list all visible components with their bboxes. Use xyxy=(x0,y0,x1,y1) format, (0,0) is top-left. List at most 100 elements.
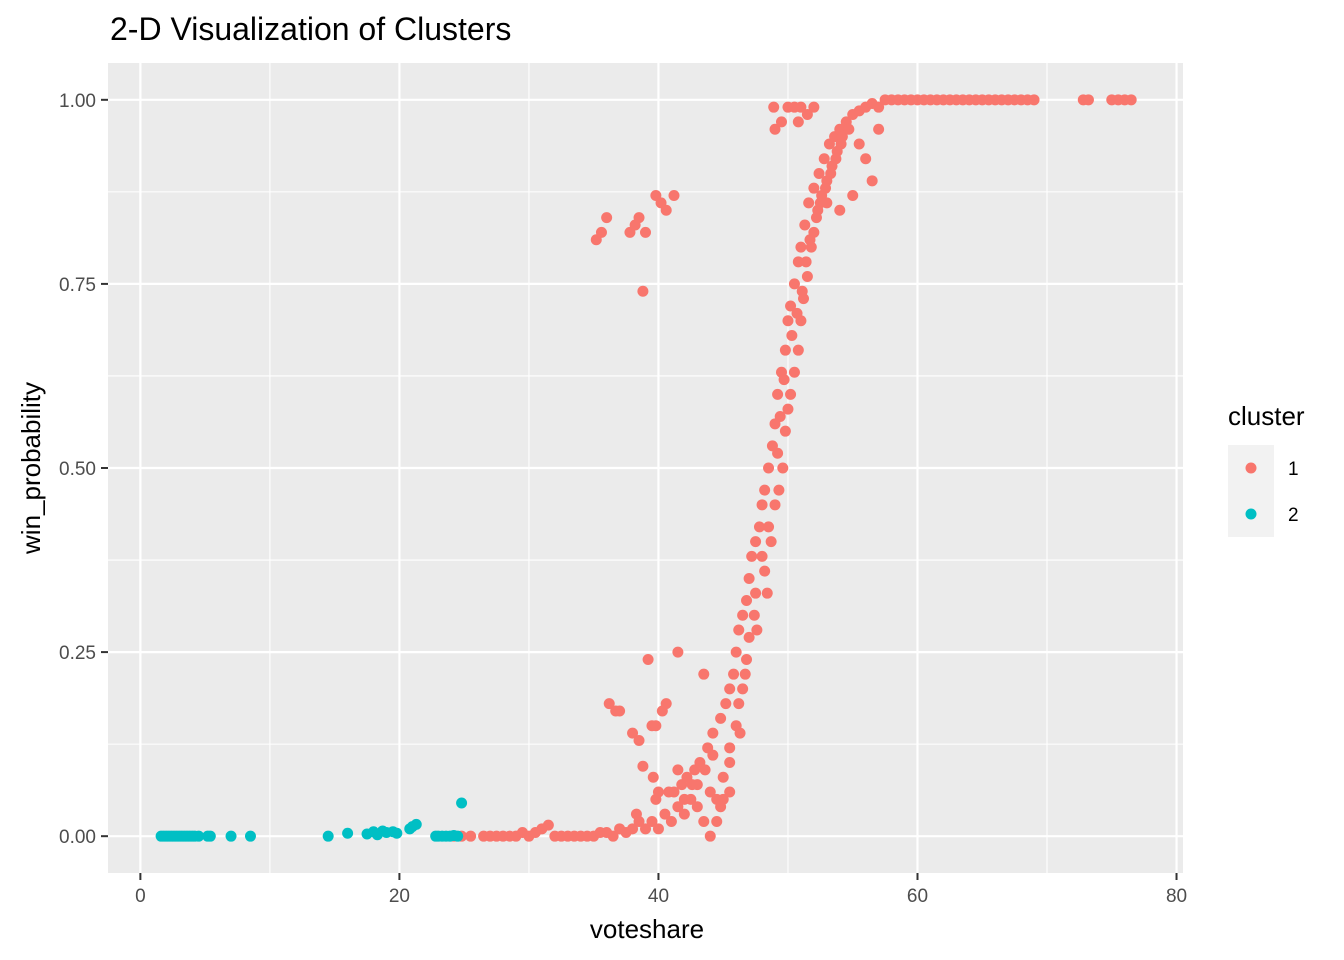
cluster-1-point xyxy=(686,779,698,791)
x-axis-title: voteshare xyxy=(590,914,704,944)
x-tick-label: 40 xyxy=(648,886,669,907)
cluster-1-point xyxy=(630,808,642,820)
cluster-1-point xyxy=(820,182,832,194)
cluster-1-point xyxy=(777,462,789,474)
cluster-1-point xyxy=(627,727,639,739)
cluster-1-point xyxy=(633,734,645,746)
cluster-2-point xyxy=(322,830,334,842)
cluster-1-point xyxy=(800,256,812,268)
cluster-1-point xyxy=(769,499,781,511)
cluster-1-point xyxy=(866,175,878,187)
cluster-1-point xyxy=(678,808,690,820)
cluster-1-point xyxy=(759,565,771,577)
cluster-1-point xyxy=(1125,94,1137,106)
cluster-1-point xyxy=(733,624,745,636)
cluster-1-point xyxy=(786,329,798,341)
cluster-1-point xyxy=(799,219,811,231)
cluster-1-point xyxy=(633,212,645,224)
cluster-1-point xyxy=(743,631,755,643)
cluster-1-point xyxy=(813,167,825,179)
cluster-1-point xyxy=(652,786,664,798)
legend-key-2 xyxy=(1245,508,1257,520)
cluster-1-point xyxy=(698,668,710,680)
cluster-1-point xyxy=(730,646,742,658)
cluster-1-point xyxy=(792,116,804,128)
cluster-1-point xyxy=(672,764,684,776)
x-tick-label: 20 xyxy=(389,886,410,907)
cluster-1-point xyxy=(672,801,684,813)
cluster-1-point xyxy=(465,830,477,842)
cluster-1-point xyxy=(741,595,753,607)
y-tick-label: 1.00 xyxy=(59,91,96,112)
cluster-1-point xyxy=(715,712,727,724)
cluster-1-point xyxy=(751,624,763,636)
cluster-1-point xyxy=(761,587,773,599)
cluster-1-point xyxy=(647,771,659,783)
cluster-1-point xyxy=(542,819,554,831)
cluster-2-point xyxy=(204,830,216,842)
cluster-1-point xyxy=(672,646,684,658)
cluster-1-point xyxy=(659,808,671,820)
cluster-1-point xyxy=(640,226,651,238)
legend-label-2: 2 xyxy=(1288,505,1299,526)
cluster-1-point xyxy=(795,101,807,113)
cluster-1-point xyxy=(652,823,664,835)
cluster-1-point xyxy=(843,123,855,135)
cluster-1-point xyxy=(637,285,649,297)
cluster-1-point xyxy=(773,484,785,496)
cluster-1-point xyxy=(796,285,808,297)
cluster-1-point xyxy=(739,668,751,680)
cluster-1-point xyxy=(678,793,690,805)
legend-title: cluster xyxy=(1228,401,1305,431)
cluster-1-point xyxy=(801,271,813,283)
cluster-1-point xyxy=(698,815,710,827)
y-tick-label: 0.75 xyxy=(59,275,96,296)
data-points xyxy=(155,94,1137,842)
cluster-1-point xyxy=(847,190,859,202)
cluster-1-point xyxy=(724,757,736,769)
cluster-1-point xyxy=(750,587,762,599)
cluster-1-point xyxy=(792,344,804,356)
legend-label-1: 1 xyxy=(1288,459,1299,480)
cluster-1-point xyxy=(601,212,613,224)
cluster-1-point xyxy=(821,197,833,209)
cluster-1-point xyxy=(782,403,794,415)
cluster-1-point xyxy=(779,344,791,356)
y-tick-label: 0.00 xyxy=(59,827,96,848)
cluster-1-point xyxy=(737,609,749,621)
cluster-1-point xyxy=(707,749,719,761)
cluster-1-point xyxy=(724,742,736,754)
legend-key-1 xyxy=(1245,462,1257,474)
cluster-1-point xyxy=(759,484,771,496)
cluster-2-point xyxy=(225,830,237,842)
cluster-1-point xyxy=(733,698,745,710)
cluster-1-point xyxy=(704,786,716,798)
cluster-2-point xyxy=(342,827,354,839)
cluster-1-point xyxy=(640,823,651,835)
cluster-1-point xyxy=(788,278,800,290)
cluster-1-point xyxy=(778,374,790,386)
cluster-1-point xyxy=(803,197,815,209)
cluster-1-point xyxy=(788,366,800,378)
cluster-1-point xyxy=(668,786,680,798)
x-tick-label: 80 xyxy=(1166,886,1187,907)
y-axis: 0.00 0.25 0.50 0.75 1.00 xyxy=(59,91,108,848)
cluster-2-point xyxy=(452,830,464,842)
cluster-1-point xyxy=(791,307,803,319)
cluster-1-point xyxy=(1082,94,1094,106)
cluster-1-point xyxy=(775,116,787,128)
cluster-1-point xyxy=(1028,94,1040,106)
cluster-1-point xyxy=(756,550,768,562)
cluster-1-point xyxy=(792,256,804,268)
cluster-1-point xyxy=(801,109,813,121)
cluster-1-point xyxy=(704,830,716,842)
cluster-1-point xyxy=(769,123,781,135)
y-tick-label: 0.25 xyxy=(59,643,96,664)
cluster-2-point xyxy=(193,830,205,842)
chart-title: 2-D Visualization of Clusters xyxy=(110,11,511,47)
cluster-1-point xyxy=(737,683,749,695)
cluster-1-point xyxy=(810,212,822,224)
cluster-1-point xyxy=(660,698,672,710)
cluster-1-point xyxy=(607,830,619,842)
cluster-2-point xyxy=(244,830,256,842)
